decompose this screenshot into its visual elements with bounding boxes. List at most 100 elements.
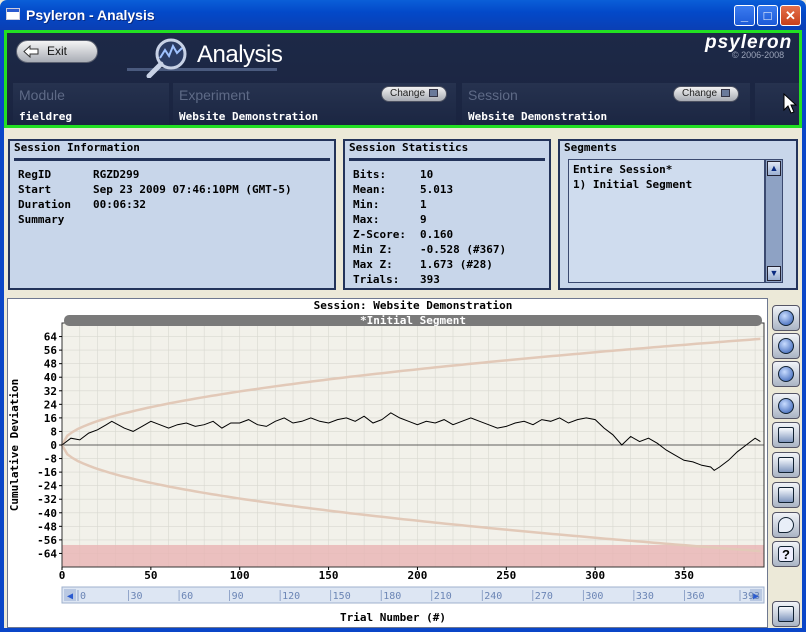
- y-tick-label: -32: [37, 493, 57, 506]
- maximize-button[interactable]: □: [757, 5, 778, 26]
- module-panel[interactable]: [13, 83, 169, 125]
- timeline-tick-label: 330: [636, 591, 654, 602]
- y-tick-label: -48: [37, 520, 57, 533]
- panel-title: Segments: [564, 141, 617, 154]
- y-tick-label: 40: [44, 371, 57, 384]
- timeline-tick-label: 270: [535, 591, 553, 602]
- timeline-left-button[interactable]: [64, 589, 76, 601]
- copyright: © 2006-2008: [732, 50, 785, 60]
- change-icon: [429, 89, 439, 97]
- stat-value: 1: [420, 198, 427, 211]
- x-tick-label: 150: [319, 569, 339, 582]
- significance-band: [62, 544, 764, 567]
- window-title: Psyleron - Analysis: [26, 7, 155, 23]
- stat-label: Max Z:: [353, 258, 393, 271]
- help-button[interactable]: ?: [772, 541, 800, 567]
- brand-logo: psyleron: [705, 32, 793, 53]
- download-button[interactable]: [772, 452, 800, 478]
- stat-label: Trials:: [353, 273, 400, 286]
- experiment-label: Experiment: [179, 87, 250, 103]
- y-tick-label: 16: [44, 412, 58, 425]
- change-experiment-button[interactable]: Change: [381, 86, 447, 102]
- info-value: Sep 23 2009 07:46:10PM (GMT-5): [93, 183, 292, 196]
- share-button[interactable]: [772, 482, 800, 508]
- zoom-in-x-button[interactable]: [772, 305, 800, 331]
- divider: [349, 158, 545, 161]
- segments-scrollbar[interactable]: ▲ ▼: [765, 159, 783, 283]
- save-image-button[interactable]: [772, 422, 800, 448]
- zoom-out-y-button[interactable]: [772, 393, 800, 419]
- segment-bar[interactable]: [64, 315, 762, 326]
- y-tick-label: -64: [37, 547, 57, 560]
- y-tick-label: 0: [50, 439, 57, 452]
- help-icon: ?: [778, 546, 794, 562]
- close-button[interactable]: ✕: [780, 5, 801, 26]
- window-frame-left: [0, 30, 4, 632]
- session-statistics-panel: Session Statistics Bits: 10 Mean: 5.013 Min:…: [343, 139, 551, 290]
- change-session-button[interactable]: Change: [673, 86, 739, 102]
- session-information-panel: Session Information RegID RGZD299 Start Sep…: [8, 139, 336, 290]
- segment-item[interactable]: 1) Initial Segment: [573, 178, 693, 191]
- panel-title: Session Information: [14, 141, 140, 154]
- lower-envelope: [60, 444, 761, 553]
- timeline-tick-label: 210: [434, 591, 452, 602]
- stat-value: 9: [420, 213, 427, 226]
- timeline-tick-label: 393: [742, 591, 760, 602]
- timeline-left-arrow-icon: ◀: [67, 591, 73, 602]
- cumulative-deviation-line: [61, 412, 761, 472]
- comment-button[interactable]: [772, 512, 800, 538]
- pointer-cursor-icon: [783, 93, 797, 114]
- change-session-label: Change: [681, 88, 718, 99]
- zoom-in-y-button[interactable]: [772, 361, 800, 387]
- scroll-up-icon[interactable]: ▲: [767, 161, 781, 176]
- x-tick-label: 250: [496, 569, 516, 582]
- expand-button[interactable]: [772, 601, 800, 627]
- back-arrow-icon: [23, 45, 39, 58]
- y-tick-label: -24: [37, 480, 57, 493]
- stat-label: Bits:: [353, 168, 387, 181]
- timeline-tick-label: 90: [232, 591, 244, 602]
- exit-label: Exit: [47, 44, 68, 58]
- timeline-tick-label: 150: [333, 591, 351, 602]
- x-tick-label: 300: [585, 569, 605, 582]
- stat-label: Max:: [353, 213, 380, 226]
- minimize-button[interactable]: _: [734, 5, 755, 26]
- stat-label: Mean:: [353, 183, 387, 196]
- panel-title: Session Statistics: [349, 141, 469, 154]
- x-tick-label: 50: [144, 569, 157, 582]
- y-tick-label: 32: [44, 385, 57, 398]
- segments-panel: Segments Entire Session* 1) Initial Segm…: [558, 139, 798, 290]
- save-image-icon: [778, 427, 794, 443]
- info-value: RGZD299: [93, 168, 140, 181]
- download-icon: [778, 457, 794, 473]
- stat-value: -0.528 (#367): [420, 243, 507, 256]
- window-frame-bottom: [0, 628, 806, 632]
- y-tick-label: 64: [44, 331, 58, 344]
- stat-value: 393: [420, 273, 440, 286]
- segment-label: *Initial Segment: [360, 314, 466, 327]
- stat-label: Min:: [353, 198, 380, 211]
- scroll-down-icon[interactable]: ▼: [767, 266, 781, 281]
- info-label: Duration: [18, 198, 71, 211]
- chart-title: Session: Website Demonstration: [314, 299, 513, 312]
- comment-icon: [778, 517, 794, 533]
- cumulative-deviation-chart[interactable]: 6456484032241680-8-16-24-32-40-48-56-640…: [8, 299, 767, 627]
- exit-button[interactable]: Exit: [16, 40, 98, 63]
- segment-item[interactable]: Entire Session*: [573, 163, 673, 176]
- app-title: Analysis: [197, 41, 283, 68]
- timeline-tick-label: 30: [131, 591, 143, 602]
- y-tick-label: -8: [44, 453, 57, 466]
- timeline-tick-label: 0: [80, 591, 86, 602]
- divider: [14, 158, 330, 161]
- zoom-out-x-button[interactable]: [772, 333, 800, 359]
- expand-icon: [778, 606, 794, 622]
- stat-value: 5.013: [420, 183, 454, 196]
- segments-list[interactable]: Entire Session* 1) Initial Segment: [568, 159, 765, 283]
- timeline-tick-label: 120: [282, 591, 300, 602]
- info-label: Summary: [18, 213, 65, 226]
- timeline-bar[interactable]: [61, 586, 765, 604]
- chart-area[interactable]: 64 56 48 40 32 24 16 8 0 -8 -16 -24 -32 -40 -48 -56 -64 0…: [7, 298, 768, 628]
- title-bar[interactable]: Psyleron - Analysis _ □ ✕: [0, 0, 806, 30]
- timeline-right-button[interactable]: [750, 589, 762, 601]
- y-tick-label: 8: [50, 425, 57, 438]
